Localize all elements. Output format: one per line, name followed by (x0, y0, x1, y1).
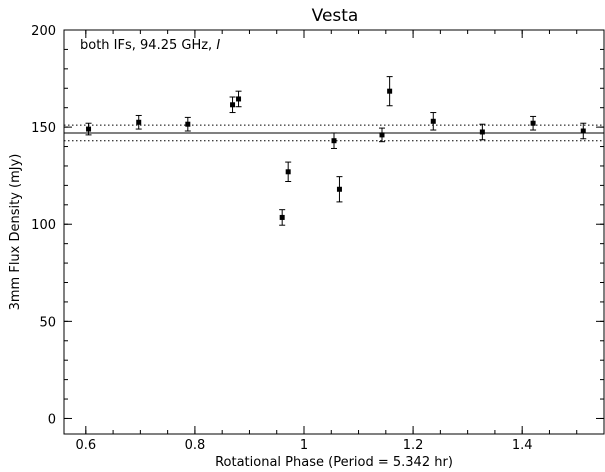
annotation-stokes: I (216, 38, 220, 53)
data-point (229, 96, 236, 114)
annotation-prefix: both IFs, 94.25 GHz, (80, 38, 216, 53)
y-tick-label: 150 (31, 121, 56, 136)
annotation: both IFs, 94.25 GHz, I (80, 38, 220, 53)
data-point (184, 116, 191, 132)
point-marker (580, 128, 586, 134)
point-marker (430, 118, 436, 124)
data-point (285, 161, 292, 182)
y-tick-label: 50 (39, 315, 56, 330)
point-marker (331, 138, 337, 144)
y-axis-ticks: 0 50 100 150 200 (31, 24, 604, 427)
point-marker (185, 121, 191, 127)
x-tick-label: 0.8 (185, 438, 206, 453)
data-points (85, 76, 587, 226)
data-point (580, 122, 587, 140)
chart-title: Vesta (312, 6, 359, 26)
x-tick-label: 0.6 (75, 438, 96, 453)
point-marker (236, 96, 242, 102)
data-point (386, 76, 393, 107)
data-point (235, 90, 242, 108)
x-axis-ticks: 0.6 0.8 1 1.2 1.4 (75, 30, 605, 453)
x-axis-label: Rotational Phase (Period = 5.342 hr) (215, 455, 453, 470)
data-point (85, 122, 92, 136)
x-tick-label: 1.2 (403, 438, 424, 453)
x-tick-label: 1.4 (512, 438, 533, 453)
point-marker (387, 88, 393, 94)
plot-frame (63, 29, 605, 435)
point-marker (530, 120, 536, 126)
data-point (530, 115, 537, 131)
data-point (479, 123, 486, 141)
point-marker (379, 132, 385, 138)
data-point (430, 112, 437, 131)
point-marker (136, 119, 142, 125)
y-tick-label: 0 (48, 412, 56, 427)
y-tick-label: 100 (31, 218, 56, 233)
data-point (279, 209, 286, 226)
y-axis-label: 3mm Flux Density (mJy) (8, 154, 23, 311)
point-marker (285, 169, 291, 175)
point-marker (479, 129, 485, 135)
point-marker (336, 186, 342, 192)
point-marker (86, 126, 92, 132)
data-point (135, 114, 142, 130)
data-point (379, 127, 385, 143)
data-point (336, 176, 343, 203)
data-point (331, 132, 337, 149)
annotation-text: both IFs, 94.25 GHz, I (80, 38, 220, 53)
y-tick-label: 200 (31, 24, 56, 39)
point-marker (279, 214, 285, 220)
point-marker (230, 102, 236, 108)
x-tick-label: 1 (300, 438, 308, 453)
